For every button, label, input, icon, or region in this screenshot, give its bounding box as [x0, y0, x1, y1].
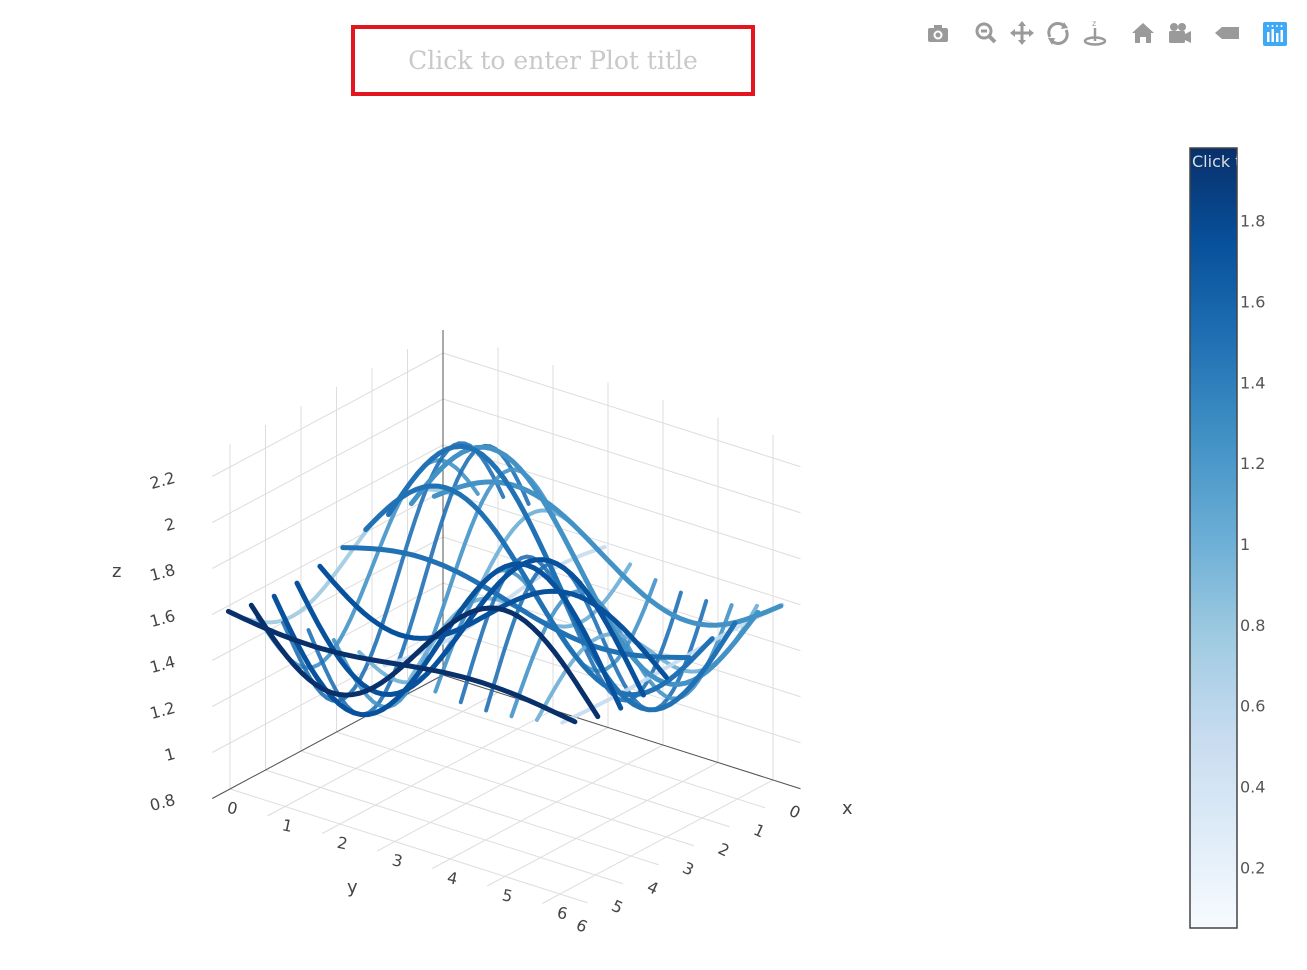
- colorbar-tick-label: 0.6: [1240, 697, 1265, 716]
- camera-icon[interactable]: [924, 18, 952, 48]
- orbit-rotation-icon[interactable]: [1044, 18, 1072, 48]
- colorbar-ticks: 0.2 0.4 0.6 0.8 1 1.2 1.4 1.6 1.8: [1240, 212, 1265, 878]
- wall-gridline: [442, 444, 801, 560]
- floor-gridline: [265, 769, 624, 885]
- x-tick-label: 2: [335, 833, 349, 854]
- z-tick-label: 2.2: [148, 468, 178, 493]
- colorbar-tick-label: 1.2: [1240, 454, 1265, 473]
- x-tick-label: 5: [500, 885, 514, 906]
- floor-gridline: [267, 692, 499, 817]
- floor-gridline: [432, 744, 664, 869]
- colorbar-tick-label: 0.2: [1240, 858, 1265, 877]
- wall-gridline: [442, 628, 801, 744]
- z-tick-label: 1: [163, 744, 178, 765]
- streamtube: [225, 608, 578, 725]
- streamtube: [363, 483, 715, 698]
- floor-gridline: [300, 750, 659, 866]
- colorbar[interactable]: Click to enter 0.2 0.4 0.6 0.8 1 1.2 1.4 1.6 1.8: [1189, 147, 1299, 929]
- x-tick-label: 3: [390, 850, 404, 871]
- svg-text:z: z: [1092, 19, 1096, 28]
- streamtube: [331, 467, 556, 709]
- streamtube: [340, 545, 692, 661]
- y-tick-label: 0: [786, 801, 803, 823]
- streamtube: [560, 602, 785, 725]
- z-tick-label: 1.6: [148, 606, 178, 631]
- camera-view-icon[interactable]: [1165, 18, 1193, 48]
- floor-gridline: [407, 693, 766, 809]
- wall-gridline: [442, 490, 801, 606]
- streamtubes: [225, 441, 785, 725]
- z-tick-label: 1.4: [148, 652, 178, 677]
- z-axis-title: z: [112, 561, 121, 582]
- x-tick-label: 1: [280, 815, 294, 836]
- colorbar-tick-label: 0.4: [1240, 778, 1265, 797]
- zoom-icon[interactable]: [972, 18, 1000, 48]
- z-tick-label: 0.8: [148, 790, 178, 815]
- pan-icon[interactable]: [1008, 18, 1036, 48]
- floor-gridline: [487, 762, 719, 887]
- floor-gridline: [322, 709, 554, 834]
- colorbar-gradient: [1189, 147, 1238, 929]
- x-tick-label: 0: [225, 798, 239, 819]
- colorbar-tick-label: 1.4: [1240, 373, 1265, 392]
- x-axis-title: x: [842, 798, 853, 819]
- streamtube: [271, 561, 624, 718]
- streamtube: [294, 557, 646, 698]
- floor-gridline: [542, 779, 774, 904]
- y-axis-title: y: [347, 877, 358, 898]
- streamtube: [281, 441, 506, 703]
- plot-title-box[interactable]: Click to enter Plot title: [351, 25, 755, 96]
- floor-gridline: [336, 731, 695, 847]
- colorbar-tick-label: 1.8: [1240, 212, 1265, 231]
- y-tick-label: 5: [609, 896, 626, 918]
- streamtube: [317, 563, 669, 680]
- wall-gridline: [212, 444, 444, 569]
- colorbar-tick-label: 1: [1240, 535, 1250, 554]
- streamtube: [431, 479, 784, 628]
- z-tick-label: 1.8: [148, 560, 178, 585]
- streamtube: [248, 602, 601, 720]
- wall-gridline: [212, 352, 444, 477]
- y-tick-label: 6: [573, 915, 590, 937]
- z-tick-label: 2: [163, 514, 178, 535]
- scene-gridlines: [212, 330, 801, 904]
- floor-gridline: [371, 712, 730, 828]
- y-tick-label: 2: [715, 839, 732, 861]
- wall-gridline: [442, 398, 801, 514]
- y-tick-label: 4: [644, 877, 661, 899]
- x-axis-line: [442, 674, 801, 790]
- x-tick-label: 6: [555, 903, 569, 924]
- wall-gridline: [212, 490, 444, 615]
- y-tick-label: 1: [751, 820, 768, 842]
- colorbar-tick-label: 1.6: [1240, 293, 1265, 312]
- y-tick-label: 3: [680, 858, 697, 880]
- floor-gridline: [377, 727, 609, 852]
- plot-title[interactable]: Click to enter Plot title: [408, 46, 698, 75]
- plotly-logo-icon[interactable]: [1261, 18, 1289, 48]
- z-tick-label: 1.2: [148, 698, 178, 723]
- wall-gridline: [442, 352, 801, 468]
- turntable-rotation-icon[interactable]: z: [1081, 18, 1109, 48]
- colorbar-title[interactable]: Click to enter: [1192, 152, 1299, 171]
- floor-gridline: [229, 788, 588, 904]
- wall-gridline: [212, 398, 444, 523]
- hover-tag-icon[interactable]: [1213, 18, 1241, 48]
- colorbar-tick-label: 0.8: [1240, 616, 1265, 635]
- x-tick-label: 4: [445, 868, 459, 889]
- home-icon[interactable]: [1129, 18, 1157, 48]
